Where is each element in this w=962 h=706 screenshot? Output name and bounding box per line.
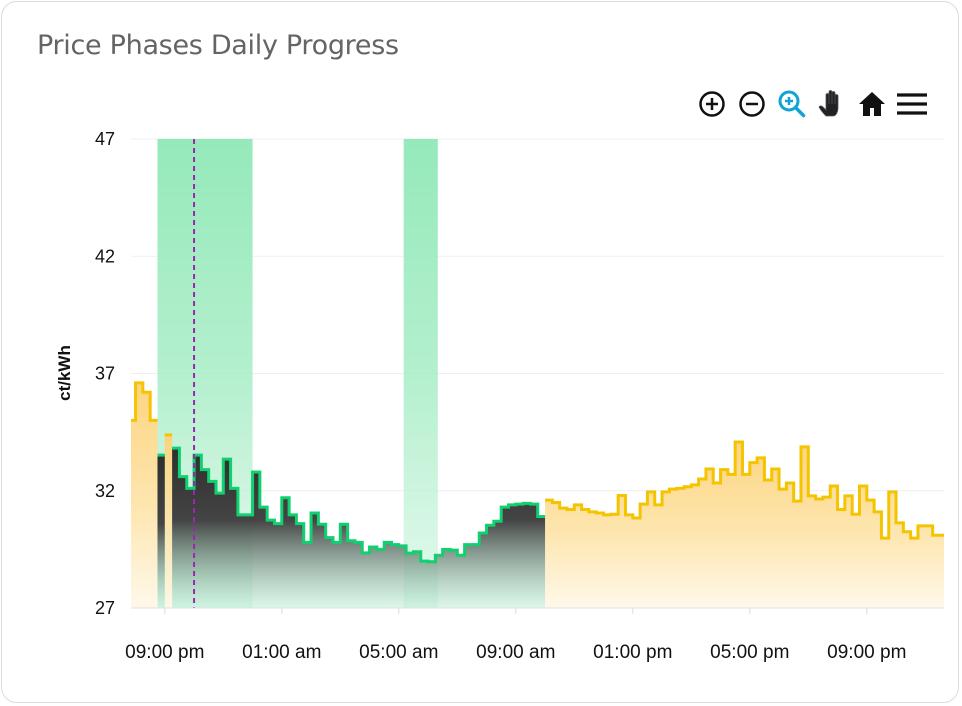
series-1-area	[172, 448, 546, 608]
series-1-area	[157, 455, 165, 608]
selection-zoom-button[interactable]	[772, 88, 812, 120]
x-tick-label: 09:00 pm	[125, 642, 204, 663]
menu-icon	[897, 93, 927, 115]
pan-hand-icon	[818, 90, 839, 117]
y-tick-label: 42	[95, 246, 115, 266]
cheap-phase-band	[403, 139, 438, 608]
series-0-area	[131, 382, 158, 608]
series-1-line	[172, 446, 546, 564]
series-0-area	[545, 441, 944, 608]
zoom-in-button[interactable]	[692, 88, 732, 120]
x-tick-label: 09:00 am	[476, 642, 555, 663]
chart-toolbar	[692, 88, 932, 120]
series-0-line	[545, 440, 944, 540]
y-tick-label: 32	[95, 481, 115, 501]
y-tick-label: 37	[95, 364, 115, 384]
x-tick-label: 09:00 pm	[827, 642, 906, 663]
pan-button[interactable]	[812, 88, 852, 120]
home-button[interactable]	[852, 88, 892, 120]
x-tick-label: 05:00 pm	[710, 642, 789, 663]
series-0-area	[164, 434, 173, 608]
home-reset-icon	[859, 92, 885, 116]
series-0-line	[131, 381, 158, 422]
zoom-out-icon	[739, 91, 765, 117]
x-tick-label: 01:00 am	[242, 642, 321, 663]
y-tick-label: 27	[95, 598, 115, 618]
x-tick-label: 05:00 am	[359, 642, 438, 663]
y-axis-label: ct/kWh	[55, 345, 74, 401]
y-tick-label: 47	[95, 129, 115, 149]
card-title: Price Phases Daily Progress	[37, 30, 399, 61]
selection-zoom-icon	[778, 90, 806, 118]
x-tick-label: 01:00 pm	[593, 642, 672, 663]
zoom-out-button[interactable]	[732, 88, 772, 120]
menu-button[interactable]	[892, 88, 932, 120]
zoom-in-icon	[699, 91, 725, 117]
